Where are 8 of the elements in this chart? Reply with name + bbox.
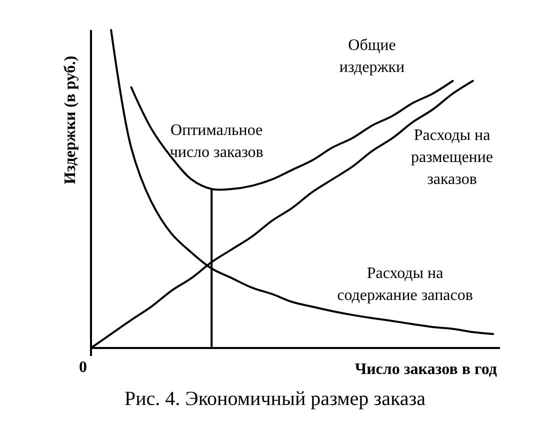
series-label: Расходы на содержание запасов xyxy=(337,265,474,304)
x-axis-title: Число заказов в год xyxy=(354,361,497,378)
text: Рис. 4. Экономичный размер заказа xyxy=(124,388,426,410)
series-label: Расходы на размещение заказов xyxy=(410,127,494,188)
y-axis-title: Издержки (в руб.) xyxy=(62,56,79,184)
text: 0 xyxy=(79,359,87,376)
series-label: Общие издержки xyxy=(339,37,406,76)
annotation: Оптимальное число заказов xyxy=(170,122,264,161)
